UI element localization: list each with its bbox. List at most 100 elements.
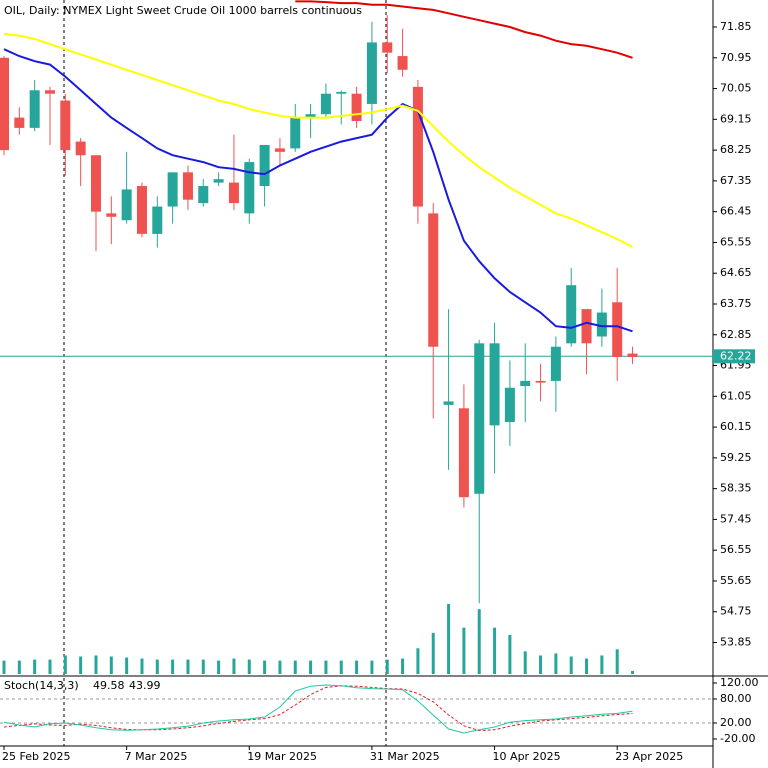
- candle-body: [351, 93, 362, 122]
- volume-bar: [171, 659, 175, 674]
- candle-body: [320, 93, 331, 115]
- chart-title: OIL, Daily: NYMEX Light Sweet Crude Oil …: [4, 4, 362, 17]
- candle-body: [458, 408, 469, 498]
- stoch-label: Stoch(14,3,3): [4, 679, 79, 692]
- volume-bar: [293, 660, 297, 674]
- candle-body: [198, 186, 209, 204]
- volume-bar: [569, 656, 573, 674]
- volume-bar: [477, 609, 481, 674]
- volume-bar: [48, 659, 52, 674]
- y-tick-label: 61.05: [720, 389, 752, 402]
- volume-bar: [355, 660, 359, 674]
- stoch-d-value: 43.99: [129, 679, 161, 692]
- volume-bar: [539, 655, 543, 674]
- volume-bar: [155, 659, 159, 674]
- axes: 71.85 70.95 70.05 69.15 68.25 67.35 66.45 65.55…: [2, 20, 759, 763]
- candle-body: [412, 86, 423, 207]
- volume-bar: [17, 660, 21, 674]
- y-tick-label: 66.45: [720, 205, 752, 218]
- volume-bar: [385, 659, 389, 674]
- volume-bar: [2, 660, 6, 674]
- volume-bar: [63, 655, 67, 674]
- volume-bar: [278, 660, 282, 674]
- candle-body: [152, 206, 163, 234]
- candle-body: [167, 172, 178, 207]
- y-tick-label: 57.45: [720, 512, 752, 525]
- y-tick-label: 65.55: [720, 235, 752, 248]
- candle-body: [90, 155, 101, 212]
- volume-bar: [94, 655, 98, 674]
- volume-bar: [493, 627, 497, 674]
- volume-bar: [33, 659, 37, 674]
- y-tick-label: 67.35: [720, 174, 752, 187]
- stoch-d-line: [3, 685, 633, 732]
- candle-body: [213, 179, 224, 183]
- volume-bar: [201, 659, 205, 674]
- candle-body: [274, 148, 285, 152]
- candle-body: [121, 189, 132, 221]
- volume-bar: [431, 632, 435, 674]
- candle-body: [612, 302, 623, 357]
- volume-bar: [631, 670, 635, 674]
- last-price-label: 62.22: [720, 349, 752, 362]
- candle-body: [428, 213, 439, 347]
- volume-bar: [462, 627, 466, 674]
- volume-bar: [401, 658, 405, 674]
- y-tick-label: 53.85: [720, 636, 752, 649]
- candle-body: [106, 213, 117, 217]
- candle-body: [29, 90, 40, 128]
- candle-body: [443, 401, 454, 405]
- y-tick-label: 71.85: [720, 20, 752, 33]
- volume-bar: [263, 660, 267, 674]
- candle-body: [0, 57, 9, 151]
- volume-bar: [324, 660, 328, 674]
- stoch-tick-label: 80.00: [720, 692, 752, 705]
- volume-bar: [508, 634, 512, 674]
- volume-bar: [600, 655, 604, 674]
- x-tick-label: 23 Apr 2025: [615, 750, 683, 763]
- candle-body: [44, 90, 55, 94]
- x-tick-label: 7 Mar 2025: [125, 750, 188, 763]
- volume-bar: [523, 651, 527, 674]
- stoch-tick-label: -20.00: [720, 732, 755, 745]
- candle-body: [382, 42, 393, 53]
- volume-bar: [186, 659, 190, 674]
- candle-body: [566, 285, 577, 344]
- x-tick-label: 10 Apr 2025: [493, 750, 561, 763]
- y-tick-label: 56.55: [720, 543, 752, 556]
- candle-body: [60, 100, 71, 151]
- candle-body: [504, 387, 515, 422]
- candle-body: [627, 353, 638, 357]
- volume-bar: [109, 656, 113, 674]
- y-tick-label: 70.95: [720, 51, 752, 64]
- main-panel: [0, 0, 713, 674]
- candle-body: [581, 309, 592, 344]
- candle-body: [336, 91, 347, 94]
- moving-average: [3, 32, 633, 248]
- y-tick-label: 54.75: [720, 605, 752, 618]
- candle-body: [520, 380, 531, 387]
- last-price-box: [713, 349, 755, 364]
- candle-body: [366, 42, 377, 104]
- stoch-k-value: 49.58: [93, 679, 125, 692]
- candle-body: [228, 182, 239, 204]
- candle-body: [474, 343, 485, 494]
- y-tick-label: 69.15: [720, 112, 752, 125]
- candle-body: [259, 144, 270, 187]
- y-tick-label: 70.05: [720, 82, 752, 95]
- candle-body: [489, 343, 500, 426]
- stoch-tick-label: 20.00: [720, 716, 752, 729]
- stoch-panel: [0, 684, 713, 734]
- y-tick-label: 62.85: [720, 328, 752, 341]
- volume-bar: [232, 658, 236, 674]
- volume-bar: [247, 659, 251, 674]
- volume-bar: [370, 660, 374, 674]
- candle-body: [14, 117, 25, 128]
- candle-body: [182, 172, 193, 200]
- volume-bar: [615, 649, 619, 674]
- y-tick-label: 60.15: [720, 420, 752, 433]
- y-tick-label: 63.75: [720, 297, 752, 310]
- y-tick-label: 64.65: [720, 266, 752, 279]
